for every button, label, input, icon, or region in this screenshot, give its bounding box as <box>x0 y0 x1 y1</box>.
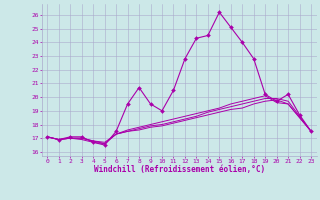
X-axis label: Windchill (Refroidissement éolien,°C): Windchill (Refroidissement éolien,°C) <box>94 165 265 174</box>
